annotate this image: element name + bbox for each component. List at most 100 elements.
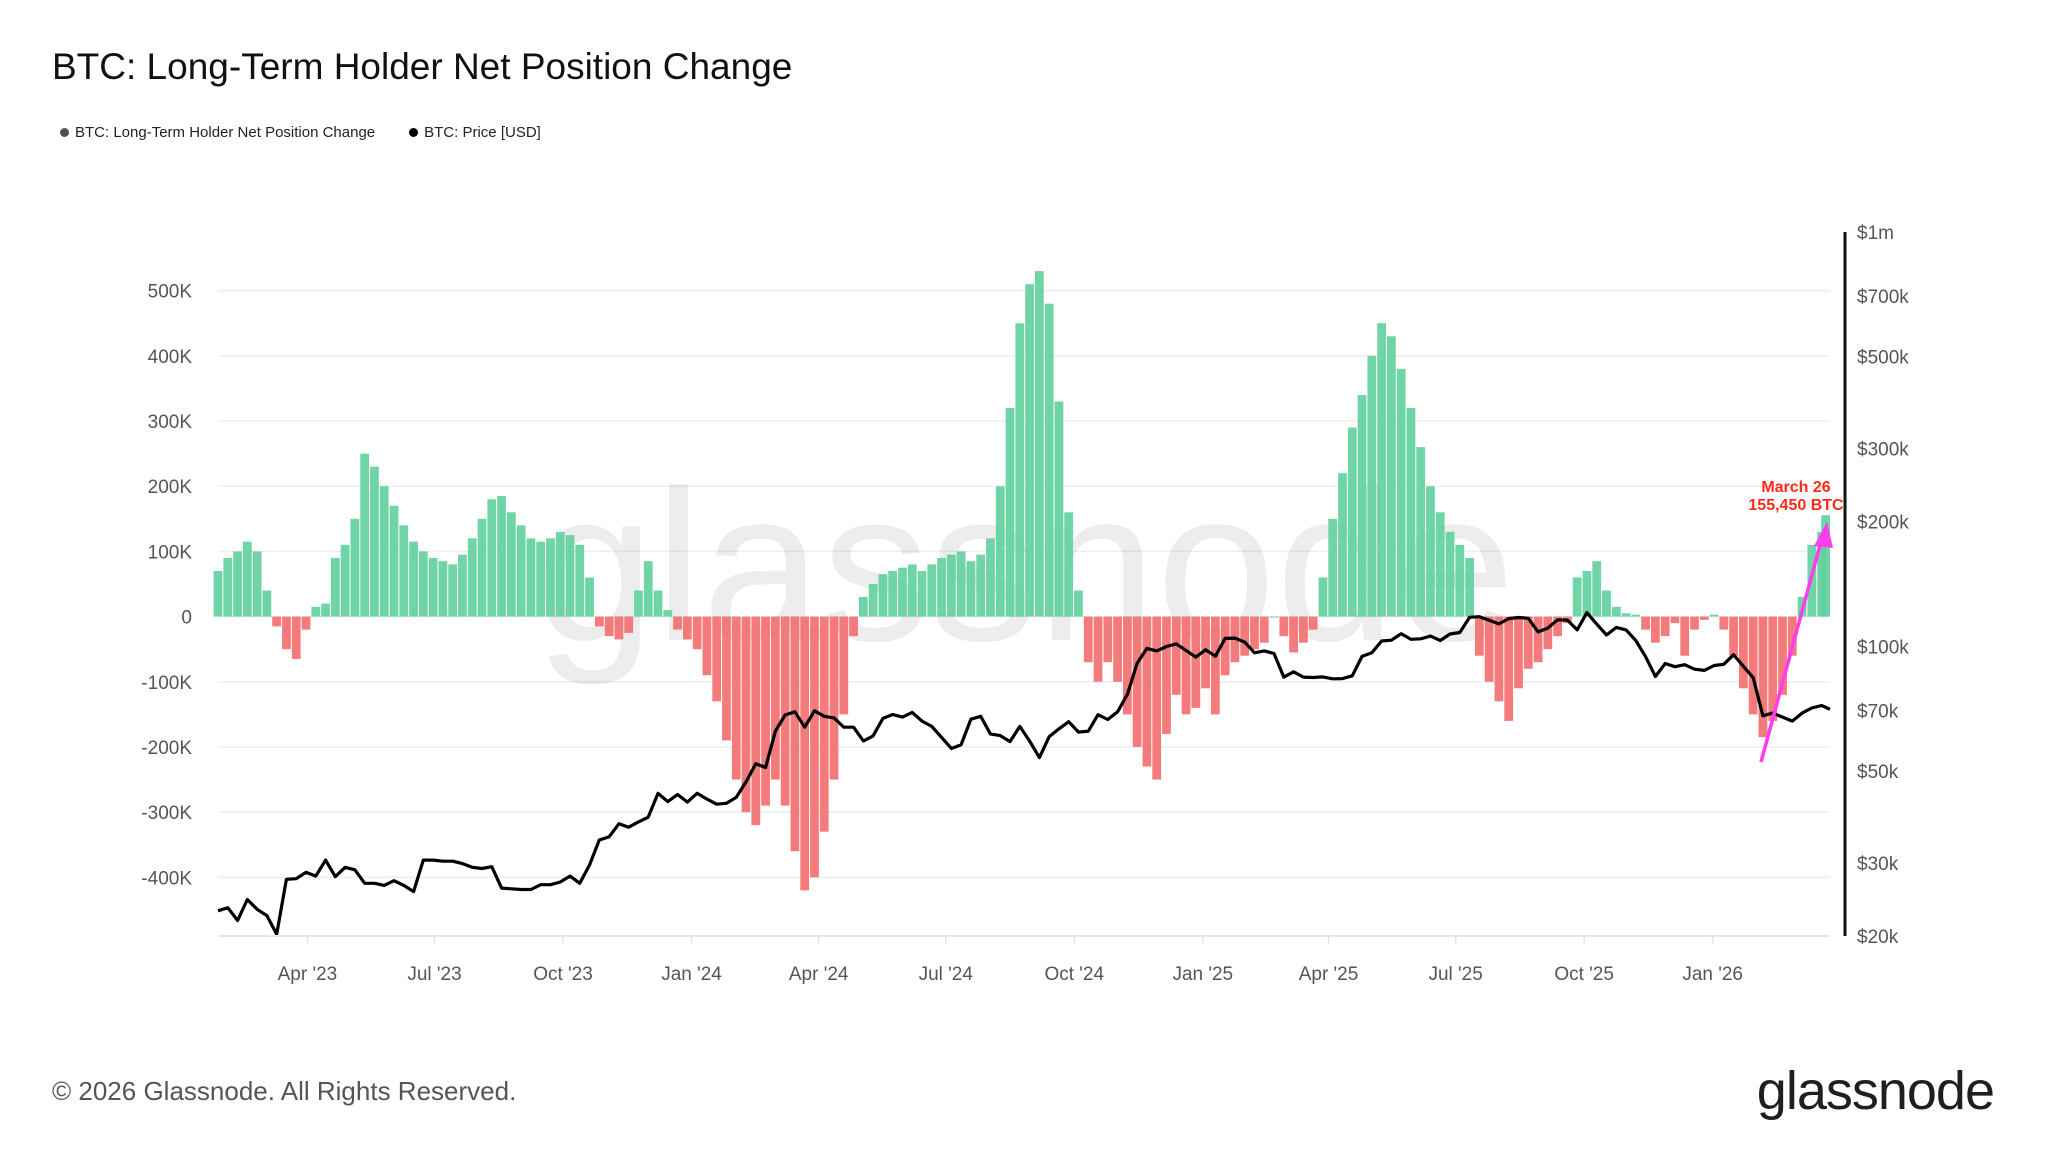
lth-bar (213, 570, 223, 617)
lth-bar (242, 541, 252, 617)
lth-bar (1768, 616, 1778, 721)
lth-bar (1122, 616, 1132, 715)
left-tick-label: 200K (148, 477, 193, 498)
lth-bar (1670, 616, 1680, 624)
lth-bar (1821, 515, 1830, 617)
lth-bar (624, 616, 634, 633)
lth-bar (1543, 616, 1553, 650)
right-tick-label: $70k (1857, 702, 1899, 723)
lth-bar (1034, 271, 1044, 617)
lth-bar (937, 557, 946, 617)
lth-bar (692, 616, 702, 650)
lth-bar (1064, 512, 1074, 617)
lth-bar (370, 466, 379, 617)
lth-bar (1181, 616, 1191, 715)
x-tick-label: Oct '24 (1044, 964, 1104, 985)
lth-bar (1377, 323, 1386, 617)
lth-bar (1406, 408, 1416, 617)
glassnode-logo: glassnode (1756, 1061, 1995, 1121)
lth-bar (448, 564, 458, 617)
lth-bar (506, 512, 516, 617)
lth-bar (1699, 616, 1709, 620)
lth-bar (282, 616, 291, 650)
x-tick-label: Apr '23 (278, 964, 338, 985)
lth-bar (1044, 303, 1054, 617)
lth-bar (594, 616, 604, 627)
lth-bar (487, 499, 497, 617)
lth-bar (1778, 616, 1787, 695)
lth-bar (1553, 616, 1562, 637)
lth-bar (1142, 616, 1152, 767)
lth-bar (1504, 616, 1514, 721)
lth-bar (634, 590, 643, 617)
lth-bar (330, 557, 340, 617)
lth-bar (1054, 401, 1064, 617)
legend-item-price[interactable]: BTC: Price [USD] (409, 124, 541, 141)
lth-bar (1523, 616, 1533, 669)
lth-bar (1494, 616, 1504, 702)
x-tick-label: Jan '25 (1172, 964, 1233, 985)
lth-bar (1152, 616, 1162, 780)
lth-bar (800, 616, 810, 891)
price-line (217, 611, 1831, 936)
lth-bar (653, 590, 663, 617)
copyright: © 2026 Glassnode. All Rights Reserved. (52, 1076, 517, 1106)
x-tick-label: Jan '26 (1682, 964, 1743, 985)
x-tick-label: Oct '23 (533, 964, 593, 985)
legend-label: BTC: Long-Term Holder Net Position Chang… (75, 124, 376, 141)
lth-bar (1787, 616, 1797, 656)
lth-bar (946, 554, 956, 617)
lth-bar (780, 616, 790, 806)
left-tick-label: -400K (141, 868, 192, 889)
lth-bar (418, 551, 428, 617)
lth-bar (291, 616, 301, 659)
left-tick-label: 400K (148, 347, 193, 368)
lth-bar (340, 544, 350, 617)
lth-bar (1445, 531, 1455, 617)
lth-bar (1651, 616, 1660, 643)
lth-bar (1113, 616, 1122, 682)
lth-bar (1250, 616, 1259, 650)
lth-bar (1474, 616, 1484, 656)
lth-bar (1514, 616, 1523, 689)
lth-bar (995, 486, 1005, 617)
left-tick-label: -200K (141, 738, 192, 759)
lth-bar (1328, 518, 1338, 617)
lth-bar (741, 616, 751, 813)
lth-bar (1210, 616, 1220, 715)
lth-bar (643, 561, 653, 617)
lth-bar (1484, 616, 1494, 682)
x-tick-label: Apr '24 (789, 964, 849, 985)
annotation: March 26 155,450 BTC (1748, 479, 1844, 763)
lth-bar (1103, 616, 1113, 663)
lth-bar (1093, 616, 1103, 682)
lth-bar (1758, 616, 1768, 738)
lth-bar (1386, 336, 1396, 617)
right-tick-label: $100k (1857, 637, 1909, 658)
lth-bar (888, 570, 898, 617)
right-tick-label: $200k (1857, 513, 1909, 534)
legend-dot-icon (60, 128, 69, 137)
right-tick-label: $700k (1857, 287, 1909, 308)
axes: 500K 400K 300K 200K 100K 0 -100K -200K -300K -400… (141, 223, 1909, 985)
lth-bar (731, 616, 741, 780)
legend-item-lth[interactable]: BTC: Long-Term Holder Net Position Chang… (60, 124, 375, 141)
lth-bar (927, 564, 937, 617)
lth-bar (1631, 614, 1641, 617)
lth-bar (389, 505, 399, 617)
x-tick-label: Apr '25 (1299, 964, 1359, 985)
x-tick-label: Jul '25 (1428, 964, 1482, 985)
lth-bar (1171, 616, 1181, 695)
lth-bar (907, 564, 917, 617)
lth-bar (565, 535, 575, 617)
right-tick-label: $50k (1857, 762, 1899, 783)
lth-bar (1426, 486, 1435, 617)
lth-bar (546, 538, 555, 617)
lth-bar (682, 616, 692, 640)
lth-bar (516, 525, 526, 617)
lth-bar (673, 616, 682, 630)
lth-bar (1240, 616, 1250, 656)
lth-bar (1005, 408, 1015, 617)
lth-bar (1259, 616, 1269, 643)
right-tick-label: $20k (1857, 927, 1899, 948)
